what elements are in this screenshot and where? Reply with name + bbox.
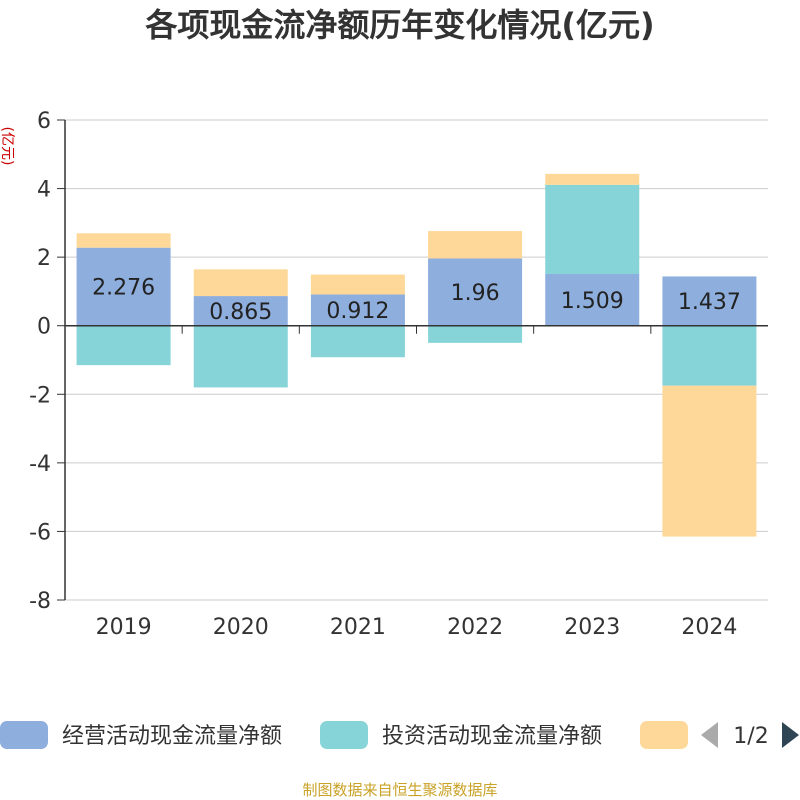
y-axis-label: (亿元) [0,127,15,166]
y-tick-label: -8 [29,589,51,614]
axes: 6 4 2 0 -2 -4 -6 -8 2019 2020 2021 2022 2023 2024 [29,109,768,640]
data-label-2021: 0.912 [326,299,389,324]
y-tick-label: -4 [29,452,51,477]
x-tick-label: 2022 [447,615,503,640]
data-label-2022: 1.96 [451,281,500,306]
bar-series3-2023[interactable] [545,173,640,185]
bar-series3-2019[interactable] [76,233,171,248]
bar-series2-2022[interactable] [428,325,523,343]
legend-label-2[interactable]: 投资活动现金流量净额 [382,724,602,749]
y-tick-label: -6 [29,520,51,545]
legend-next-arrow-icon[interactable] [782,722,799,748]
data-label-2020: 0.865 [209,300,272,325]
bar-series2-2021[interactable] [310,325,405,358]
bar-series1-2020[interactable] [193,296,288,326]
bars [76,173,757,537]
y-tick-label: 0 [37,315,51,340]
bar-series3-2022[interactable] [428,231,523,259]
legend-swatch-3[interactable] [640,721,688,749]
data-label-2024: 1.437 [678,290,741,315]
bar-series3-2020[interactable] [193,269,288,297]
x-tick-label: 2020 [213,615,269,640]
bar-series3-2024[interactable] [662,385,757,537]
bar-series3-2021[interactable] [310,274,405,295]
legend-page-indicator: 1/2 [733,724,768,749]
bar-series1-2024[interactable] [662,276,757,326]
bar-series1-2023[interactable] [545,273,640,326]
data-label-2019: 2.276 [92,276,155,301]
bar-series1-2019[interactable] [76,247,171,326]
x-tick-label: 2023 [564,615,620,640]
data-label-2023: 1.509 [561,289,624,314]
data-labels: 2.276 0.865 0.912 1.96 1.509 1.437 [92,276,741,325]
y-tick-label: -2 [29,383,51,408]
legend-swatch-2[interactable] [320,721,368,749]
legend-prev-arrow-icon[interactable] [701,722,718,748]
legend[interactable]: 经营活动现金流量净额 投资活动现金流量净额 1/2 [0,721,799,749]
x-tick-label: 2024 [681,615,737,640]
x-tick-label: 2021 [330,615,386,640]
bar-series2-2024[interactable] [662,325,757,386]
bar-series1-2021[interactable] [310,294,405,326]
bar-series2-2020[interactable] [193,325,288,388]
x-tick-label: 2019 [96,615,152,640]
bar-series2-2019[interactable] [76,325,171,366]
legend-label-1[interactable]: 经营活动现金流量净额 [62,724,282,749]
y-tick-label: 6 [37,109,51,134]
legend-swatch-1[interactable] [0,721,48,749]
source-note: 制图数据来自恒生聚源数据库 [302,781,497,799]
y-tick-label: 2 [37,246,51,271]
y-tick-label: 4 [37,178,51,203]
bar-series2-2023[interactable] [545,184,640,274]
chart-title: 各项现金流净额历年变化情况(亿元) [145,6,654,44]
bar-series1-2022[interactable] [428,258,523,326]
